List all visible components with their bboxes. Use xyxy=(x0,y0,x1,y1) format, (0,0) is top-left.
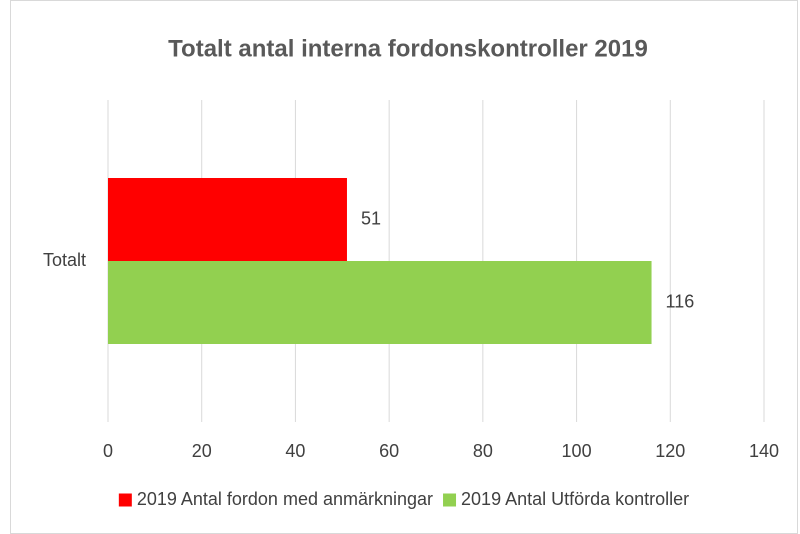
chart-title: Totalt antal interna fordonskontroller 2… xyxy=(168,35,648,62)
x-tick-label: 100 xyxy=(562,441,592,461)
x-tick-label: 40 xyxy=(285,441,305,461)
legend-item: 2019 Antal Utförda kontroller xyxy=(443,489,689,509)
legend-swatch xyxy=(443,493,457,507)
legend-label: 2019 Antal Utförda kontroller xyxy=(461,489,689,509)
data-label: 116 xyxy=(666,291,695,311)
data-label: 51 xyxy=(361,208,381,228)
x-tick-label: 20 xyxy=(192,441,212,461)
x-tick-label: 0 xyxy=(103,441,113,461)
y-tick-label: Totalt xyxy=(43,250,86,270)
legend-label: 2019 Antal fordon med anmärkningar xyxy=(137,489,433,509)
bar xyxy=(108,178,347,261)
bar xyxy=(108,261,652,344)
x-tick-label: 120 xyxy=(655,441,685,461)
x-tick-label: 140 xyxy=(749,441,779,461)
x-tick-label: 80 xyxy=(473,441,493,461)
legend-item: 2019 Antal fordon med anmärkningar xyxy=(118,489,433,509)
legend-swatch xyxy=(118,493,132,507)
x-tick-label: 60 xyxy=(379,441,399,461)
